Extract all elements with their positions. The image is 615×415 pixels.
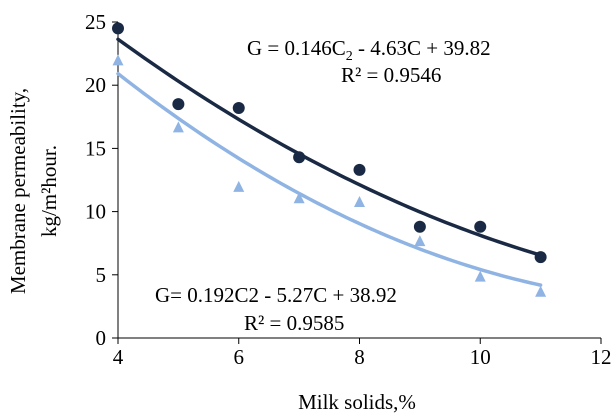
data-point-series-2 <box>112 54 124 66</box>
trendline-equation-series-1: G = 0.146C2 - 4.63C + 39.82 <box>247 36 491 64</box>
data-point-series-1 <box>413 220 426 233</box>
data-point-series-2 <box>172 121 184 133</box>
data-point-series-2 <box>233 180 245 192</box>
trendline-r2-series-1: R² = 0.9546 <box>341 63 441 87</box>
trendlines <box>116 37 543 287</box>
y-tick-label: 20 <box>85 73 106 97</box>
y-axis-label-line-1: Membrane permeability, <box>6 88 30 294</box>
data-point-series-1 <box>232 101 245 114</box>
trendline-series-1 <box>116 37 543 257</box>
data-point-series-2 <box>414 235 426 247</box>
data-points <box>112 22 547 297</box>
data-point-series-1 <box>293 151 306 164</box>
data-point-series-2 <box>535 285 547 297</box>
data-point-series-2 <box>293 192 305 204</box>
y-axis-label: Membrane permeability, kg/m²hour. <box>6 88 61 294</box>
trendline-series-2 <box>116 71 543 287</box>
x-tick-label: 8 <box>354 345 365 369</box>
x-ticks: 4 6 8 10 12 <box>113 338 612 369</box>
x-tick-label: 10 <box>470 345 491 369</box>
y-axis-label-line-2: kg/m²hour. <box>37 145 61 237</box>
y-tick-label: 10 <box>85 200 106 224</box>
x-tick-label: 4 <box>113 345 124 369</box>
data-point-series-1 <box>172 98 185 111</box>
x-axis-label: Milk solids,% <box>298 390 416 414</box>
data-point-series-1 <box>474 220 487 233</box>
y-ticks: 0 5 10 15 20 25 <box>85 10 118 350</box>
x-tick-label: 12 <box>591 345 612 369</box>
y-tick-label: 0 <box>96 326 107 350</box>
y-tick-label: 5 <box>96 263 107 287</box>
data-point-series-1 <box>534 251 547 264</box>
trendline-r2-series-2: R² = 0.9585 <box>244 311 344 335</box>
data-point-series-2 <box>474 270 486 282</box>
x-tick-label: 6 <box>234 345 245 369</box>
data-point-series-2 <box>354 195 365 207</box>
trendline-equation-series-2: G= 0.192C2 - 5.27C + 38.92 <box>155 283 397 307</box>
y-tick-label: 25 <box>85 10 106 34</box>
y-tick-label: 15 <box>85 136 106 160</box>
data-point-series-1 <box>112 22 124 35</box>
data-point-series-1 <box>353 163 366 176</box>
